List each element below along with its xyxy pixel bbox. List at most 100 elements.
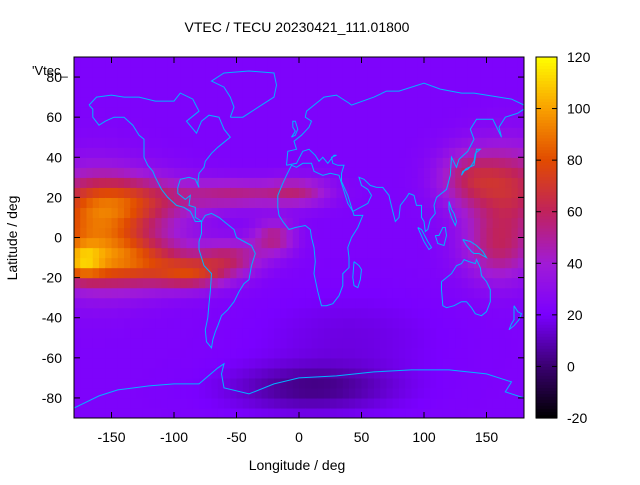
heatmap-cell	[442, 107, 450, 118]
heatmap-cell	[461, 97, 469, 108]
heatmap-cell	[174, 367, 181, 379]
heatmap-cell	[111, 397, 119, 409]
heatmap-cell	[386, 197, 394, 209]
heatmap-cell	[374, 147, 381, 158]
heatmap-cell	[505, 167, 513, 178]
colorbar-segment	[536, 303, 557, 308]
heatmap-cell	[230, 387, 238, 399]
heatmap-cell	[455, 407, 463, 418]
heatmap-cell	[330, 147, 338, 158]
heatmap-cell	[136, 197, 144, 209]
heatmap-cell	[280, 237, 288, 249]
heatmap-cell	[117, 317, 125, 329]
heatmap-cell	[236, 267, 244, 279]
colorbar-segment	[536, 396, 557, 401]
heatmap-cell	[274, 167, 281, 178]
heatmap-cell	[149, 367, 156, 379]
heatmap-cell	[155, 167, 163, 178]
heatmap-cell	[236, 277, 244, 289]
heatmap-cell	[180, 247, 188, 259]
heatmap-cell	[342, 217, 350, 229]
heatmap-cell	[161, 217, 169, 229]
heatmap-cell	[136, 77, 144, 88]
heatmap-cell	[517, 127, 524, 138]
heatmap-cell	[311, 177, 319, 188]
heatmap-cell	[411, 157, 419, 168]
heatmap-cell	[249, 327, 256, 339]
heatmap-cell	[192, 287, 200, 299]
heatmap-cell	[517, 67, 524, 78]
heatmap-cell	[205, 277, 213, 289]
heatmap-cell	[417, 57, 425, 68]
heatmap-cell	[467, 97, 475, 108]
heatmap-cell	[174, 177, 181, 188]
colorbar-segment	[536, 381, 557, 386]
heatmap-cell	[305, 257, 313, 269]
heatmap-cell	[205, 207, 213, 219]
heatmap-cell	[186, 327, 194, 339]
heatmap-cell	[255, 257, 263, 269]
heatmap-cell	[124, 247, 131, 259]
heatmap-cell	[292, 327, 300, 339]
colorbar-segment	[536, 60, 557, 64]
colorbar-segment	[536, 81, 557, 85]
heatmap-cell	[124, 297, 131, 309]
heatmap-cell	[149, 237, 156, 249]
heatmap-cell	[217, 77, 225, 88]
heatmap-cell	[192, 277, 200, 289]
colorbar-segment	[536, 357, 557, 362]
heatmap-cell	[230, 157, 238, 168]
heatmap-cell	[292, 247, 300, 259]
heatmap-cell	[230, 317, 238, 329]
heatmap-cell	[155, 147, 163, 158]
heatmap-cell	[286, 67, 294, 78]
heatmap-cell	[499, 407, 506, 418]
heatmap-cell	[436, 207, 444, 219]
heatmap-cell	[99, 267, 106, 279]
heatmap-cell	[230, 87, 238, 98]
heatmap-cell	[411, 97, 419, 108]
coastline-path	[461, 148, 482, 176]
heatmap-cell	[130, 377, 138, 389]
heatmap-cell	[74, 207, 81, 219]
heatmap-cell	[405, 87, 413, 98]
heatmap-cell	[455, 287, 463, 299]
heatmap-cell	[436, 337, 444, 349]
heatmap-cell	[286, 357, 294, 369]
heatmap-cell	[480, 57, 488, 68]
colorbar-segment	[536, 222, 557, 227]
heatmap-cell	[280, 377, 288, 389]
heatmap-cell	[367, 267, 375, 279]
heatmap-cell	[499, 307, 506, 319]
heatmap-cell	[236, 247, 244, 259]
heatmap-cell	[155, 67, 163, 78]
heatmap-cell	[436, 127, 444, 138]
heatmap-cell	[417, 387, 425, 399]
heatmap-cell	[130, 277, 138, 289]
heatmap-cell	[467, 77, 475, 88]
heatmap-cell	[442, 187, 450, 198]
heatmap-cell	[286, 177, 294, 188]
heatmap-cell	[174, 237, 181, 249]
heatmap-cell	[367, 307, 375, 319]
heatmap-cell	[305, 77, 313, 88]
heatmap-cell	[355, 107, 363, 118]
heatmap-cell	[192, 77, 200, 88]
heatmap-cell	[449, 137, 456, 148]
heatmap-cell	[211, 57, 219, 68]
heatmap-cell	[405, 77, 413, 88]
heatmap-cell	[449, 277, 456, 289]
colorbar-segment	[536, 186, 557, 190]
heatmap-cell	[267, 287, 275, 299]
heatmap-cell	[230, 117, 238, 128]
heatmap-cell	[86, 367, 94, 379]
heatmap-cell	[330, 317, 338, 329]
heatmap-cell	[230, 127, 238, 138]
heatmap-cell	[330, 177, 338, 188]
heatmap-cell	[105, 197, 113, 209]
heatmap-cell	[374, 187, 381, 198]
heatmap-cell	[517, 227, 524, 239]
heatmap-cell	[124, 137, 131, 148]
heatmap-cell	[205, 397, 213, 409]
